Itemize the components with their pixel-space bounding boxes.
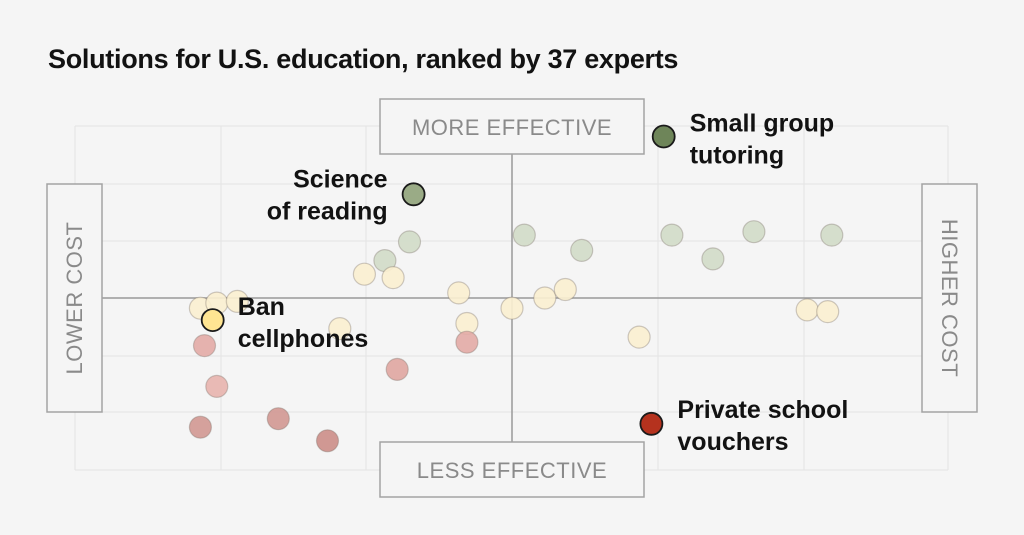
data-point-4 xyxy=(205,374,229,398)
data-point-16 xyxy=(455,330,479,354)
bottom-axis-box: LESS EFFECTIVE xyxy=(379,441,645,498)
data-point-22 xyxy=(627,325,651,349)
small-group-tutoring-label: Small group tutoring xyxy=(690,110,834,170)
higher-cost-label: HIGHER COST xyxy=(937,219,962,377)
small-group-tutoring-label-line-0: Small group xyxy=(690,110,834,138)
data-point-24 xyxy=(701,247,725,271)
data-point-7 xyxy=(315,429,340,453)
data-point-23 xyxy=(660,223,684,247)
data-point-18 xyxy=(512,223,536,247)
data-point-6 xyxy=(266,407,290,431)
chart-title: Solutions for U.S. education, ranked by … xyxy=(48,44,679,74)
data-point-19 xyxy=(533,286,557,310)
more-effective-label: MORE EFFECTIVE xyxy=(412,115,612,140)
science-of-reading-label-line-1: of reading xyxy=(267,197,388,225)
data-point-2 xyxy=(225,289,249,313)
science-of-reading-point xyxy=(401,182,426,207)
private-school-vouchers-label-line-1: vouchers xyxy=(677,428,788,456)
data-point-9 xyxy=(352,262,376,286)
science-of-reading-label-line-0: Science xyxy=(293,165,388,193)
data-point-13 xyxy=(385,357,409,381)
data-point-12 xyxy=(397,230,422,254)
data-point-27 xyxy=(816,300,840,324)
small-group-tutoring-label-line-1: tutoring xyxy=(690,142,784,170)
private-school-vouchers-point xyxy=(639,411,664,436)
data-point-26 xyxy=(795,298,819,322)
ban-cellphones-label-line-0: Ban xyxy=(238,293,285,321)
data-point-3 xyxy=(192,334,217,358)
right-axis-box: HIGHER COST xyxy=(921,183,978,413)
ban-cellphones-label-line-1: cellphones xyxy=(238,325,369,353)
data-point-5 xyxy=(188,415,212,439)
data-point-28 xyxy=(820,223,844,247)
data-point-8 xyxy=(328,317,352,341)
data-point-21 xyxy=(570,238,594,262)
data-point-17 xyxy=(500,296,524,320)
ban-cellphones-label: Ban cellphones xyxy=(238,293,369,353)
less-effective-label: LESS EFFECTIVE xyxy=(417,458,607,483)
lower-cost-label: LOWER COST xyxy=(62,222,87,375)
ban-cellphones-point xyxy=(200,308,225,333)
private-school-vouchers-label-line-0: Private school xyxy=(677,396,848,424)
left-axis-box: LOWER COST xyxy=(46,183,103,413)
highlight-layer: Small group tutoring Science of reading Ban c… xyxy=(200,110,848,456)
data-point-14 xyxy=(447,281,471,305)
private-school-vouchers-label: Private school vouchers xyxy=(677,396,848,456)
data-point-11 xyxy=(381,266,405,290)
small-group-tutoring-point xyxy=(651,124,676,149)
top-axis-box: MORE EFFECTIVE xyxy=(379,98,645,155)
data-point-20 xyxy=(553,277,577,302)
science-of-reading-label: Science of reading xyxy=(267,165,388,225)
data-point-25 xyxy=(742,220,766,244)
